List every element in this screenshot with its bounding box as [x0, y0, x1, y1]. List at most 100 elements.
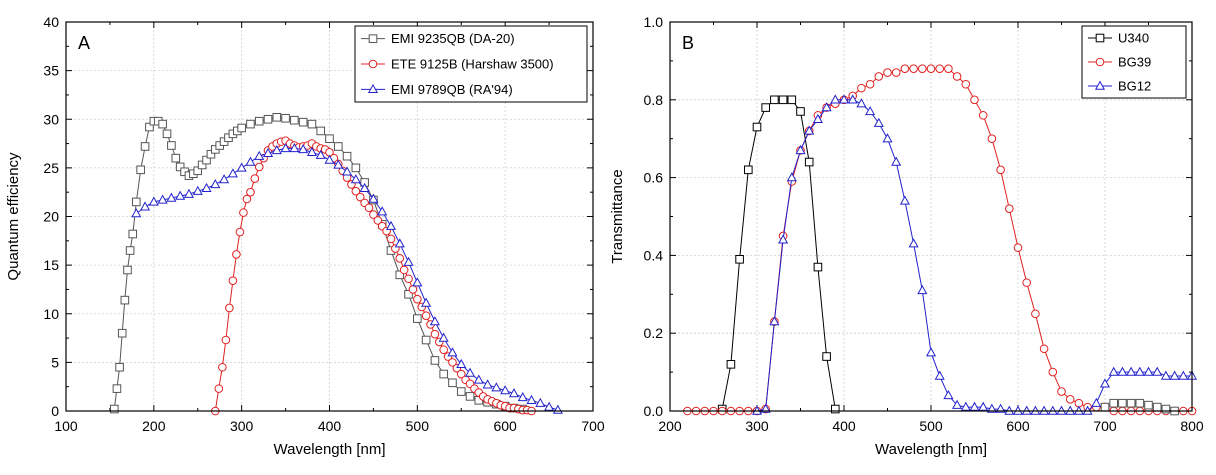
data-point-square — [299, 118, 307, 126]
data-point-square — [159, 120, 167, 128]
data-point-square — [466, 393, 474, 401]
x-tick-label: 400 — [832, 418, 856, 434]
y-tick-label: 0.8 — [644, 92, 664, 108]
data-point-triangle — [1179, 372, 1187, 380]
data-point-circle — [884, 69, 892, 77]
data-point-square — [1153, 403, 1161, 411]
legend: U340 BG39 BG12 — [1082, 26, 1186, 98]
data-point-square — [118, 329, 126, 337]
data-point-circle — [875, 73, 883, 81]
y-tick-label: 20 — [43, 209, 59, 225]
data-point-circle — [215, 385, 223, 393]
data-point-circle — [440, 346, 448, 354]
data-point-square — [1110, 399, 1118, 407]
data-point-circle — [901, 65, 909, 73]
data-point-triangle — [857, 99, 865, 107]
y-tick-label: 40 — [43, 14, 59, 30]
legend-label: EMI 9235QB (DA-20) — [391, 31, 515, 46]
data-point-square — [116, 363, 124, 371]
legend-label: U340 — [1118, 31, 1149, 46]
series-bg12 — [753, 95, 1196, 414]
data-point-triangle — [944, 391, 952, 399]
series-group — [684, 65, 1197, 415]
series-u340 — [718, 96, 839, 413]
data-point-triangle — [141, 202, 149, 210]
data-point-square — [1127, 399, 1135, 407]
data-point-circle — [405, 275, 413, 283]
x-tick-label: 200 — [658, 418, 682, 434]
series-line — [722, 100, 835, 409]
data-point-square — [727, 361, 735, 369]
data-point-triangle — [1170, 372, 1178, 380]
data-point-square — [111, 405, 119, 413]
data-point-circle — [927, 65, 935, 73]
data-point-triangle — [519, 393, 527, 401]
data-point-circle — [369, 60, 377, 68]
data-point-square — [308, 120, 316, 128]
data-point-square — [449, 379, 457, 387]
data-point-triangle — [1110, 368, 1118, 376]
data-point-circle — [971, 96, 979, 104]
data-point-triangle — [1144, 368, 1152, 376]
data-point-triangle — [1127, 368, 1135, 376]
data-point-triangle — [237, 163, 245, 171]
data-point-square — [805, 158, 813, 166]
data-point-triangle — [229, 169, 237, 177]
y-tick-label: 0.4 — [644, 247, 664, 263]
data-point-square — [823, 353, 831, 361]
x-tick-label: 500 — [919, 418, 943, 434]
data-point-circle — [1096, 58, 1104, 66]
data-point-triangle — [211, 180, 219, 188]
data-point-triangle — [927, 348, 935, 356]
data-point-triangle — [970, 403, 978, 411]
data-point-triangle — [918, 286, 926, 294]
data-point-triangle — [1153, 368, 1161, 376]
data-point-square — [352, 164, 360, 172]
data-point-square — [282, 114, 290, 122]
data-point-square — [126, 247, 134, 255]
data-point-square — [129, 230, 137, 238]
x-axis-title: Wavelength [nm] — [274, 441, 386, 458]
y-tick-label: 0.2 — [644, 325, 664, 341]
chart-panel-B: 200 300 400 500 600 700 8000.00.20.40.60.81.0W… — [609, 14, 1204, 458]
data-point-triangle — [396, 239, 404, 247]
panel-label: A — [78, 33, 90, 53]
y-tick-label: 35 — [43, 63, 59, 79]
data-point-circle — [431, 330, 439, 338]
data-point-square — [1096, 34, 1104, 42]
data-point-triangle — [246, 158, 254, 166]
x-tick-label: 500 — [406, 418, 430, 434]
data-point-triangle — [1162, 372, 1170, 380]
data-point-triangle — [909, 239, 917, 247]
data-point-circle — [414, 295, 422, 303]
data-point-square — [334, 143, 342, 151]
data-point-square — [291, 116, 299, 124]
data-point-square — [440, 370, 448, 378]
data-point-triangle — [448, 348, 456, 356]
data-point-circle — [979, 112, 987, 120]
series-group — [111, 114, 563, 415]
data-point-circle — [400, 266, 408, 274]
data-point-square — [422, 336, 430, 344]
y-tick-label: 10 — [43, 306, 59, 322]
data-point-square — [172, 154, 180, 162]
data-point-circle — [387, 235, 395, 243]
data-point-triangle — [979, 403, 987, 411]
data-point-square — [1162, 405, 1170, 413]
series-line — [215, 141, 531, 411]
data-point-circle — [1066, 396, 1074, 404]
data-point-square — [317, 127, 325, 135]
data-point-circle — [866, 80, 874, 88]
data-point-square — [832, 405, 840, 413]
y-tick-label: 1.0 — [644, 14, 664, 30]
data-point-circle — [251, 175, 259, 183]
y-tick-label: 0.6 — [644, 170, 664, 186]
data-point-triangle — [545, 403, 553, 411]
data-point-circle — [1014, 244, 1022, 252]
x-tick-label: 300 — [230, 418, 254, 434]
data-point-square — [132, 198, 140, 206]
data-point-triangle — [1136, 368, 1144, 376]
data-point-triangle — [483, 380, 491, 388]
series-emi-9789qb-ra-94- — [132, 144, 562, 413]
